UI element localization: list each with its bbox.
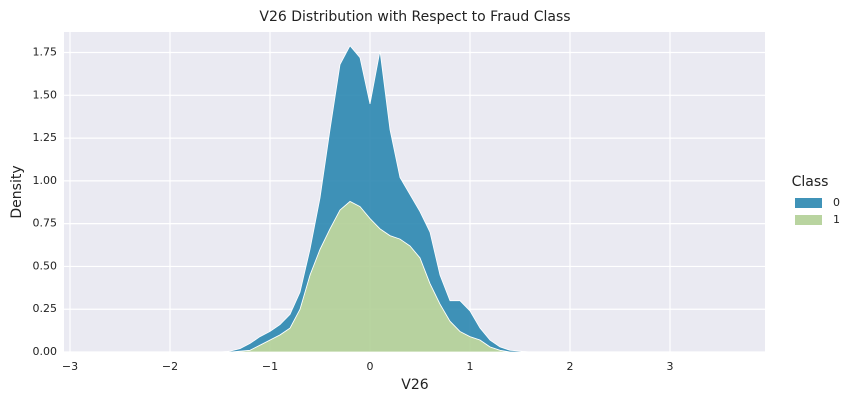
y-tick-label: 0.00: [33, 345, 58, 358]
y-axis-label: Density: [9, 165, 25, 218]
x-tick-label: 3: [667, 360, 674, 373]
y-tick-label: 1.00: [33, 174, 58, 187]
y-tick-label: 0.75: [33, 217, 58, 230]
y-tick-label: 1.50: [33, 88, 58, 101]
x-tick-label: −3: [62, 360, 78, 373]
x-tick-label: −2: [162, 360, 178, 373]
legend-swatch: [795, 198, 822, 208]
y-tick-label: 0.50: [33, 259, 58, 272]
x-tick-label: 1: [467, 360, 474, 373]
x-tick-label: 2: [567, 360, 574, 373]
legend-swatch: [795, 215, 822, 225]
legend-label: 0: [833, 196, 840, 209]
y-tick-label: 1.25: [33, 131, 58, 144]
x-tick-label: 0: [367, 360, 374, 373]
area: [219, 44, 531, 353]
y-tick-label: 0.25: [33, 302, 58, 315]
x-axis-label: V26: [401, 377, 428, 393]
chart-title: V26 Distribution with Respect to Fraud C…: [259, 9, 570, 25]
y-tick-label: 1.75: [33, 46, 58, 59]
x-tick-label: −1: [262, 360, 278, 373]
legend-title: Class: [792, 174, 829, 190]
legend-label: 1: [833, 213, 840, 226]
